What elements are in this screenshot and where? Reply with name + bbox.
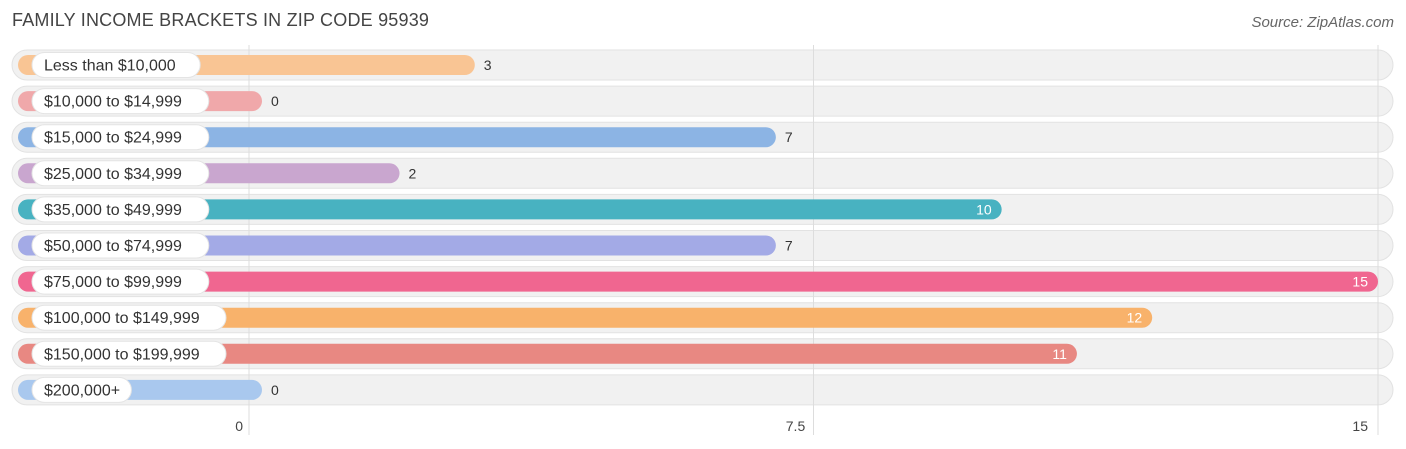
- x-tick-label: 7.5: [786, 418, 806, 434]
- category-label: $75,000 to $99,999: [44, 274, 182, 291]
- x-tick-label: 0: [235, 418, 243, 434]
- bar: [18, 343, 1077, 364]
- data-label: 10: [976, 201, 992, 217]
- category-label-pill: [31, 196, 210, 223]
- category-label-pill: [31, 232, 210, 259]
- data-label: 3: [484, 57, 492, 73]
- data-label: 2: [409, 165, 417, 181]
- row-track: [11, 374, 1394, 406]
- category-label: Less than $10,000: [44, 58, 176, 75]
- category-label: $200,000+: [44, 382, 120, 399]
- category-label: $25,000 to $34,999: [44, 166, 182, 183]
- category-label-pill: [31, 88, 210, 115]
- category-label: $50,000 to $74,999: [44, 238, 182, 255]
- data-label: 7: [785, 238, 793, 254]
- data-label: 0: [271, 382, 279, 398]
- category-label-pill: [31, 52, 201, 78]
- chart-title: FAMILY INCOME BRACKETS IN ZIP CODE 95939: [12, 10, 430, 30]
- category-label: $100,000 to $149,999: [44, 310, 200, 327]
- data-label: 12: [1127, 310, 1143, 326]
- data-label: 15: [1352, 274, 1368, 290]
- category-label: $15,000 to $24,999: [44, 130, 182, 147]
- data-label: 7: [785, 129, 793, 145]
- category-label-pill: [31, 304, 227, 331]
- category-label-pill: [31, 340, 227, 367]
- category-label-pill: [31, 160, 210, 187]
- category-label-pill: [31, 124, 210, 151]
- row-track: [11, 85, 1394, 117]
- category-label-pill: [31, 376, 132, 403]
- category-label: $150,000 to $199,999: [44, 346, 200, 363]
- data-label: 11: [1052, 346, 1067, 362]
- category-label: $10,000 to $14,999: [44, 94, 182, 111]
- bar: [18, 271, 1378, 292]
- category-label: $35,000 to $49,999: [44, 202, 182, 219]
- bar: [18, 199, 1002, 220]
- data-label: 0: [271, 93, 279, 109]
- bar: [18, 307, 1153, 328]
- source-note: Source: ZipAtlas.com: [1251, 14, 1394, 31]
- category-label-pill: [31, 268, 210, 295]
- x-tick-label: 15: [1352, 418, 1368, 434]
